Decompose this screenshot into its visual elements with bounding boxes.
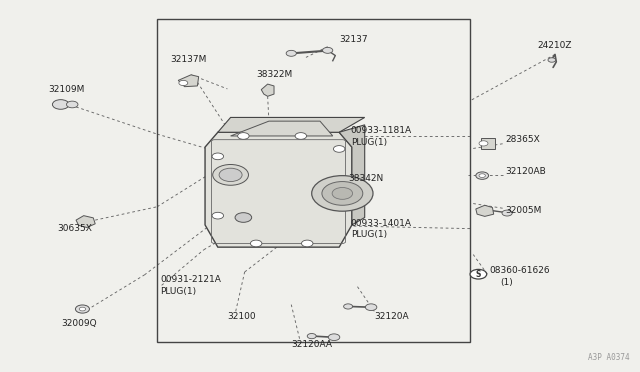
Circle shape bbox=[479, 174, 485, 177]
Text: 32005M: 32005M bbox=[505, 206, 541, 215]
Circle shape bbox=[479, 141, 488, 146]
Circle shape bbox=[476, 172, 488, 179]
Circle shape bbox=[548, 58, 556, 62]
Circle shape bbox=[328, 334, 340, 340]
Circle shape bbox=[250, 240, 262, 247]
Circle shape bbox=[212, 153, 223, 160]
Circle shape bbox=[286, 50, 296, 56]
Circle shape bbox=[295, 133, 307, 139]
Circle shape bbox=[219, 168, 242, 182]
Circle shape bbox=[52, 100, 69, 109]
Text: (1): (1) bbox=[500, 278, 513, 287]
Text: 30635X: 30635X bbox=[57, 224, 92, 233]
Text: 38322M: 38322M bbox=[256, 70, 292, 79]
Polygon shape bbox=[339, 125, 365, 225]
Bar bbox=[481, 138, 495, 149]
Text: 00933-1181A: 00933-1181A bbox=[351, 126, 412, 135]
Circle shape bbox=[502, 210, 512, 216]
Circle shape bbox=[322, 182, 363, 205]
Text: 32120AA: 32120AA bbox=[291, 340, 332, 349]
Circle shape bbox=[212, 164, 248, 185]
Text: PLUG(1): PLUG(1) bbox=[351, 230, 387, 240]
Polygon shape bbox=[230, 121, 333, 136]
Polygon shape bbox=[218, 118, 365, 132]
Text: 38342N: 38342N bbox=[349, 174, 384, 183]
Circle shape bbox=[333, 145, 345, 152]
Text: 32100: 32100 bbox=[227, 312, 256, 321]
Polygon shape bbox=[178, 75, 198, 87]
Circle shape bbox=[237, 133, 249, 139]
Circle shape bbox=[212, 212, 223, 219]
Polygon shape bbox=[76, 216, 95, 228]
Bar bbox=[157, 19, 470, 341]
Text: 32009Q: 32009Q bbox=[61, 320, 97, 328]
Text: 32120AB: 32120AB bbox=[505, 167, 546, 176]
Circle shape bbox=[235, 213, 252, 222]
Text: 08360-61626: 08360-61626 bbox=[489, 266, 550, 275]
Text: 32120A: 32120A bbox=[374, 312, 409, 321]
Text: 32137M: 32137M bbox=[170, 55, 206, 64]
Text: 00931-2121A: 00931-2121A bbox=[161, 275, 221, 284]
Circle shape bbox=[67, 101, 78, 108]
Circle shape bbox=[470, 269, 486, 279]
Text: S: S bbox=[476, 270, 481, 279]
Circle shape bbox=[76, 305, 90, 313]
Text: A3P A0374: A3P A0374 bbox=[588, 353, 630, 362]
Circle shape bbox=[307, 334, 316, 339]
Circle shape bbox=[179, 80, 188, 86]
Circle shape bbox=[79, 307, 86, 311]
Text: 24210Z: 24210Z bbox=[537, 41, 572, 50]
Text: 32137: 32137 bbox=[339, 35, 368, 44]
Polygon shape bbox=[476, 205, 493, 217]
Polygon shape bbox=[261, 84, 274, 96]
Circle shape bbox=[332, 187, 353, 199]
Circle shape bbox=[301, 240, 313, 247]
Text: PLUG(1): PLUG(1) bbox=[351, 138, 387, 147]
Text: 32109M: 32109M bbox=[49, 85, 85, 94]
Circle shape bbox=[365, 304, 377, 311]
Text: 00933-1401A: 00933-1401A bbox=[351, 219, 412, 228]
Circle shape bbox=[323, 47, 333, 53]
Polygon shape bbox=[205, 132, 352, 247]
Text: PLUG(1): PLUG(1) bbox=[161, 287, 196, 296]
Text: 28365X: 28365X bbox=[505, 135, 540, 144]
Circle shape bbox=[312, 176, 373, 211]
Circle shape bbox=[344, 304, 353, 309]
